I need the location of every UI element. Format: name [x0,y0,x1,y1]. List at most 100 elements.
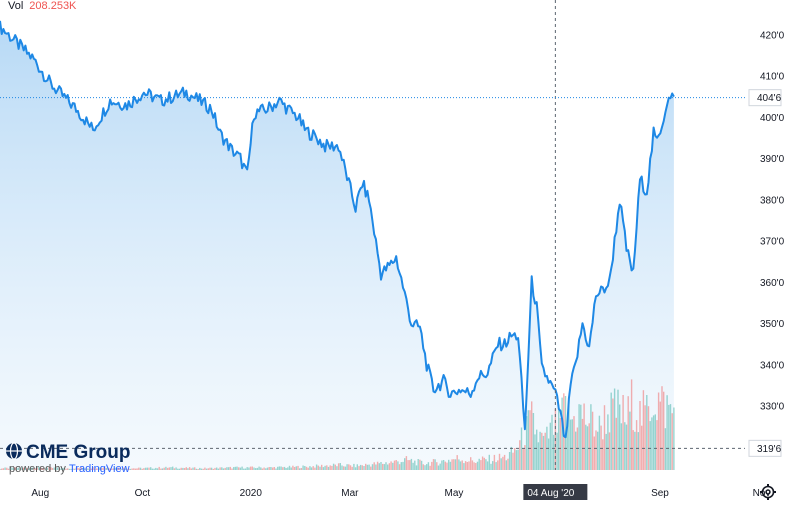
volume-bar [427,462,430,470]
volume-bar [309,466,311,470]
volume-bar [454,459,457,470]
volume-bar [136,468,138,470]
volume-bar [33,468,35,470]
price-area-layer [0,20,674,471]
volume-bar [615,417,617,470]
volume-bar [385,462,387,470]
volume-bar [344,466,347,470]
volume-bar [478,458,480,470]
volume-bar [246,467,248,470]
volume-bar [322,467,325,470]
volume-bar [397,461,399,470]
volume-bar [351,466,353,470]
volume-bar [417,459,419,470]
volume-bar [647,406,650,470]
volume-bar [41,468,43,470]
volume-bar [630,379,633,470]
volume-bar [253,467,255,470]
volume-bar [635,420,638,470]
volume-bar [629,411,631,470]
volume-bar [155,467,157,470]
volume-bar [202,468,204,470]
volume-bar [31,467,33,470]
volume-bar [304,466,306,470]
volume-bar [651,417,653,470]
volume-bar [266,467,269,470]
volume-bar [537,442,540,470]
x-tick-label: Aug [31,488,49,499]
y-tick-label: 370'0 [760,237,785,248]
time-axis[interactable]: AugOct2020MarMayJulSepNov04 Aug '20 [0,482,800,500]
volume-bar [299,468,301,470]
volume-bar [80,467,82,470]
price-axis[interactable]: 420'0 410'0 400'0 390'0 380'0 370'0 360'0 350'0… [747,0,800,470]
volume-bar [131,468,133,470]
volume-bar [36,467,38,470]
volume-bar [409,460,411,470]
volume-bar [50,467,52,470]
cme-logo-text: CME Group [26,442,131,463]
volume-bar [664,428,667,470]
volume-bar [70,468,72,470]
volume-bar [188,467,191,470]
volume-bar [194,467,196,470]
volume-bar [28,468,30,470]
gear-icon[interactable] [760,484,776,500]
volume-bar [603,405,606,470]
volume-bar [471,460,474,470]
volume-bar [319,466,321,470]
volume-bar [566,421,568,470]
volume-bar [332,463,335,470]
volume-bar [359,464,362,470]
volume-bar [412,462,414,470]
volume-bar [475,463,477,470]
volume-bar [173,468,176,470]
volume-bar [95,468,98,470]
volume-bar [111,468,113,470]
volume-bar [586,426,589,470]
volume-bar [21,467,23,470]
volume-bar [404,458,406,470]
volume-bar [61,467,64,470]
volume-bar [222,468,225,470]
volume-bar [407,460,409,470]
volume-bar [476,461,479,470]
volume-bar [29,468,32,470]
price-line-layer [0,20,675,439]
volume-bar [483,457,485,470]
volume-bar [382,463,384,470]
volume-bar [568,397,570,470]
volume-bar [363,466,365,470]
volume-bar [436,462,438,470]
volume-bar [348,464,350,470]
volume-bar [19,468,21,470]
y-tick-label: 330'0 [760,402,785,413]
y-tick-label: 400'0 [760,113,785,124]
tradingview-link[interactable]: TradingView [69,463,130,475]
volume-bar [419,459,421,470]
volume-bar [336,466,338,470]
volume-bar [161,468,164,470]
volume-bar [578,404,580,470]
volume-bar [160,468,162,470]
volume-bar [124,468,126,470]
volume-bar [415,465,418,470]
volume-bar [520,427,523,470]
volume-bar [166,467,169,470]
volume-bar [182,467,184,470]
volume-bar [63,467,65,470]
volume-bar [302,465,304,470]
volume-bar [210,467,213,470]
x-tick-label: May [445,488,464,499]
volume-bar [573,416,575,470]
volume-bar [451,459,453,470]
volume-bar [641,425,643,470]
volume-bar [260,467,262,470]
crosshair-date-tag [523,484,588,500]
volume-bar [365,463,367,470]
volume-bar [139,467,142,470]
volume-bar [551,414,553,470]
cme-branding: CME Group powered by TradingView [6,442,131,475]
